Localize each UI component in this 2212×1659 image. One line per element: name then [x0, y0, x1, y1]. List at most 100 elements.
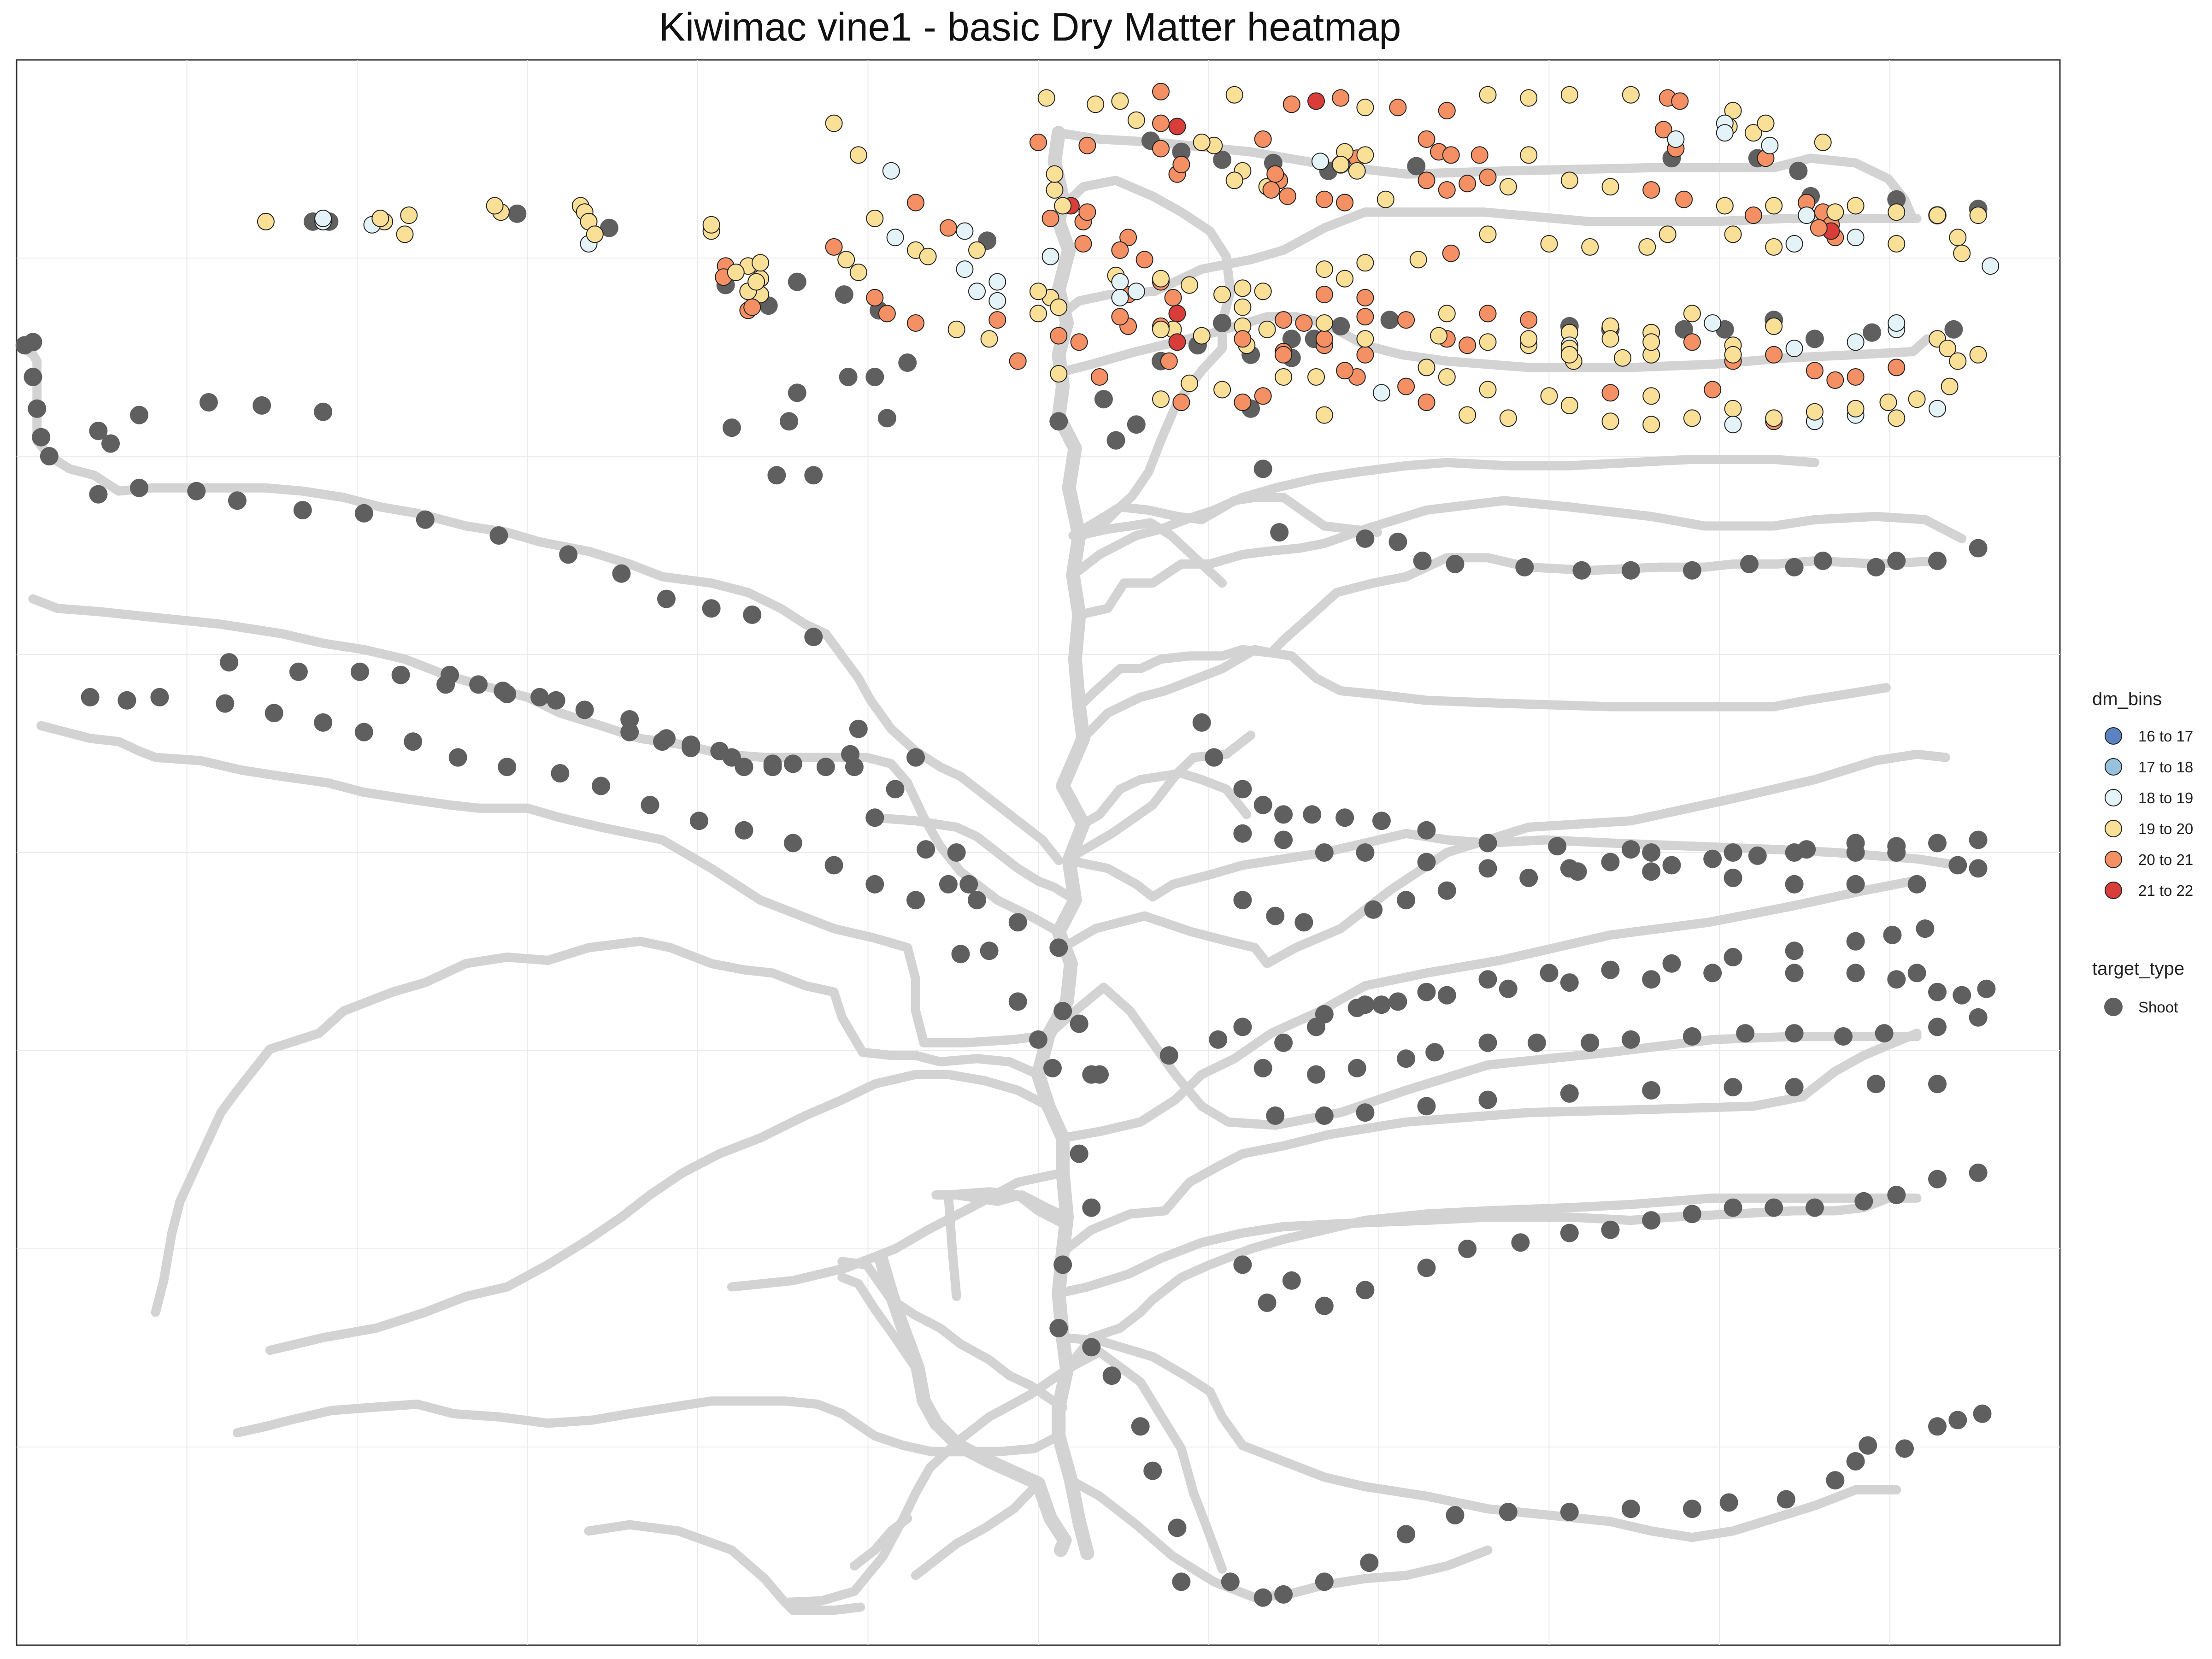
shoot-point — [220, 653, 239, 672]
shoot-point — [1347, 999, 1366, 1018]
shoot-point — [508, 204, 527, 223]
shoot-point — [130, 406, 148, 424]
dm-point — [1939, 340, 1957, 358]
dm-point — [1315, 286, 1333, 304]
shoot-point — [293, 501, 312, 519]
dm-point — [1356, 346, 1374, 364]
shoot-point — [951, 945, 970, 964]
shoot-point — [530, 688, 549, 706]
dm-point — [1459, 406, 1477, 424]
dm-point — [1438, 102, 1456, 120]
shoot-point — [469, 675, 488, 694]
cane-path — [1068, 454, 1819, 580]
dm-point — [1888, 359, 1906, 377]
dm-point — [1152, 114, 1170, 132]
dm-point — [1704, 381, 1722, 399]
dm-point — [1258, 320, 1276, 338]
dm-point — [1078, 136, 1096, 154]
shoot-point — [804, 628, 823, 647]
dm-point — [1438, 368, 1456, 386]
shoot-point — [1458, 1240, 1477, 1258]
shoot-point — [780, 412, 799, 431]
dm-point — [1078, 203, 1096, 221]
dm-point — [968, 241, 986, 259]
dm-point — [1172, 156, 1190, 173]
dm-point — [1152, 390, 1170, 408]
dm-point — [1234, 279, 1252, 297]
shoot-point — [804, 466, 823, 485]
shoot-point — [612, 564, 631, 583]
dm-point — [257, 212, 275, 230]
dm-point — [1168, 333, 1186, 351]
dm-point — [1275, 346, 1293, 364]
cane-path — [1062, 1193, 1922, 1374]
shoot-point — [845, 758, 864, 777]
shoot-point — [404, 732, 423, 751]
shoot-point — [980, 941, 999, 960]
dm-point — [1814, 133, 1832, 151]
dm-point — [1601, 412, 1619, 430]
shoot-point — [1601, 960, 1620, 979]
shoot-point — [1282, 1271, 1301, 1290]
dm-points — [257, 82, 2000, 434]
shoot-point — [1969, 539, 1988, 558]
dm-point — [1724, 346, 1742, 364]
cane-path — [36, 721, 1053, 1047]
dm-point — [1262, 181, 1280, 199]
dm-point — [1127, 282, 1145, 300]
dm-point — [1826, 371, 1844, 389]
shoot-point — [1205, 748, 1224, 767]
shoot-point — [489, 526, 508, 545]
dm-point — [1847, 333, 1865, 351]
dm-point — [1311, 153, 1329, 171]
cane-path — [1078, 769, 1252, 829]
dm-point — [939, 219, 957, 237]
shoot-point — [865, 368, 884, 386]
shoot-point — [1413, 552, 1432, 570]
shoot-point — [1683, 1500, 1701, 1518]
shoot-point — [788, 383, 806, 402]
shoot-point — [498, 758, 517, 777]
shoot-point — [947, 843, 966, 862]
dm-point — [1295, 314, 1313, 332]
cane-path — [1058, 1333, 1901, 1542]
shoot-point — [1662, 856, 1681, 875]
shoot-point — [1233, 891, 1252, 910]
shoot-point — [289, 662, 308, 681]
dm-point — [1111, 308, 1129, 326]
dm-point — [1160, 352, 1178, 370]
shoot-point — [1724, 948, 1742, 966]
shoot-point — [1748, 846, 1767, 865]
legend-key-dm — [2105, 820, 2122, 837]
shoot-point — [1977, 979, 1996, 998]
dm-point — [1275, 368, 1293, 386]
dm-point — [1168, 118, 1186, 135]
shoot-point — [1859, 1436, 1877, 1455]
shoot-point — [1560, 1084, 1579, 1103]
dm-point — [907, 314, 924, 332]
shoot-point — [1969, 1163, 1988, 1182]
dm-point — [1724, 400, 1742, 418]
dm-point — [1438, 181, 1456, 199]
dm-point — [1087, 95, 1105, 113]
dm-point — [1744, 124, 1762, 142]
shoot-point — [1703, 964, 1722, 982]
shoot-point — [391, 665, 410, 684]
cane-path — [1062, 312, 1932, 376]
shoot-point — [1499, 979, 1518, 998]
shoot-point — [1172, 1572, 1191, 1591]
shoot-point — [1159, 1046, 1178, 1065]
shoot-point — [886, 780, 905, 799]
dm-point — [1275, 311, 1293, 329]
shoot-point — [1846, 875, 1865, 894]
dm-point — [1949, 352, 1967, 370]
dm-point — [1168, 305, 1186, 323]
shoot-point — [1740, 554, 1759, 573]
shoot-point — [682, 739, 700, 757]
shoot-point — [877, 409, 896, 428]
dm-point — [1074, 235, 1092, 253]
shoot-point — [1315, 1296, 1334, 1315]
shoot-point — [1131, 1417, 1150, 1436]
shoot-point — [498, 685, 517, 703]
dm-point — [1225, 86, 1243, 104]
